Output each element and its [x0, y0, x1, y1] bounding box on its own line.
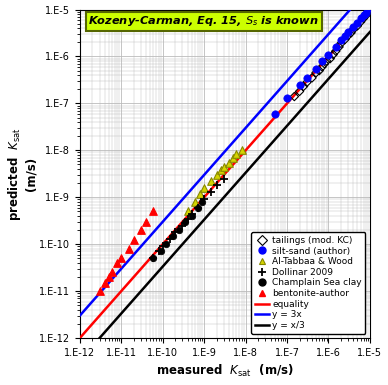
Point	[213, 182, 220, 188]
Point	[326, 52, 332, 58]
Point	[131, 238, 137, 244]
Point	[348, 30, 354, 36]
Point	[330, 52, 336, 58]
Point	[167, 236, 173, 242]
Point	[345, 32, 352, 38]
Point	[233, 151, 239, 157]
Point	[102, 280, 108, 286]
Point	[151, 208, 157, 214]
Point	[176, 227, 182, 233]
Y-axis label: predicted  $K_{\mathrm{sat}}$
(m/s): predicted $K_{\mathrm{sat}}$ (m/s)	[5, 127, 38, 221]
Point	[201, 185, 207, 191]
Point	[201, 196, 207, 203]
Point	[189, 211, 195, 217]
Point	[360, 12, 367, 18]
Point	[199, 199, 205, 205]
Point	[324, 58, 330, 64]
Text: Kozeny-Carman, Eq. 15, $S_s$ is known: Kozeny-Carman, Eq. 15, $S_s$ is known	[88, 15, 319, 28]
Point	[143, 219, 149, 225]
Point	[327, 55, 333, 62]
Point	[291, 94, 298, 100]
X-axis label: measured  $K_{\mathrm{sat}}$  (m/s): measured $K_{\mathrm{sat}}$ (m/s)	[156, 363, 294, 380]
Point	[151, 255, 157, 261]
Point	[97, 288, 103, 294]
Point	[313, 70, 319, 76]
Point	[342, 32, 348, 38]
Point	[218, 167, 224, 173]
Point	[195, 204, 201, 211]
Point	[304, 75, 310, 81]
Point	[221, 176, 227, 182]
Point	[163, 241, 169, 247]
Point	[221, 164, 227, 170]
Point	[345, 29, 352, 35]
Point	[319, 58, 325, 64]
Point	[296, 88, 303, 94]
Point	[354, 23, 360, 29]
Point	[185, 216, 191, 222]
Point	[172, 229, 178, 235]
Point	[170, 233, 177, 239]
Point	[363, 12, 369, 18]
Point	[179, 223, 185, 229]
Point	[185, 208, 191, 214]
Point	[125, 246, 132, 252]
Point	[197, 191, 203, 197]
Point	[309, 75, 315, 81]
Point	[338, 40, 344, 47]
Point	[336, 44, 342, 50]
Point	[304, 79, 310, 85]
Point	[208, 178, 215, 184]
Point	[333, 48, 339, 54]
Point	[226, 159, 232, 166]
Point	[272, 111, 278, 117]
Legend: tailings (mod. KC), silt-sand (author), Al-Tabbaa & Wood, Dollinar 2009, Champla: tailings (mod. KC), silt-sand (author), …	[251, 232, 365, 333]
Point	[106, 274, 112, 280]
Point	[213, 172, 220, 178]
Point	[239, 147, 245, 154]
Point	[333, 44, 339, 50]
Point	[189, 213, 195, 219]
Point	[350, 24, 357, 30]
Point	[159, 243, 166, 249]
Point	[284, 95, 290, 101]
Point	[138, 227, 144, 233]
Point	[109, 270, 115, 276]
Point	[300, 84, 307, 90]
Point	[350, 26, 357, 32]
Point	[192, 199, 198, 205]
Point	[367, 8, 373, 15]
Point	[316, 67, 322, 74]
Point	[313, 65, 319, 72]
Point	[158, 248, 164, 254]
Point	[321, 61, 327, 67]
Point	[230, 154, 236, 161]
Point	[358, 18, 364, 25]
Point	[342, 37, 348, 43]
Point	[354, 20, 360, 26]
Point	[118, 255, 124, 261]
Point	[358, 15, 364, 22]
Point	[195, 204, 201, 211]
Point	[319, 64, 325, 70]
Point	[114, 260, 120, 266]
Point	[151, 255, 157, 261]
Point	[367, 5, 373, 11]
Point	[296, 82, 303, 88]
Point	[208, 189, 215, 195]
Point	[182, 219, 188, 225]
Point	[156, 248, 162, 254]
Point	[360, 15, 367, 22]
Point	[363, 10, 369, 16]
Point	[338, 37, 344, 44]
